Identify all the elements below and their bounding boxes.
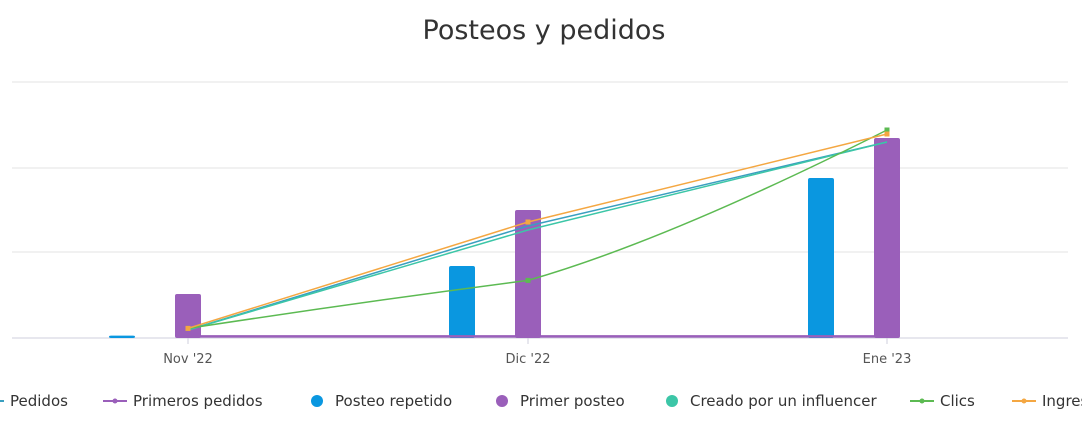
x-tick-label: Ene '23 [863, 352, 912, 367]
chart-title: Posteos y pedidos [423, 15, 666, 46]
legend-label: Clics [940, 392, 975, 410]
bar [515, 210, 541, 338]
legend-label: Ingres [1042, 392, 1082, 410]
series-line [187, 141, 888, 331]
legend-swatch-marker [919, 398, 925, 404]
series-point [525, 277, 531, 283]
legend-swatch [311, 395, 323, 407]
bar [449, 266, 475, 338]
bar [109, 335, 135, 338]
series-point [185, 325, 191, 331]
x-axis: Nov '22 Dic '22 Ene '23 [163, 338, 911, 367]
legend-swatch [666, 395, 678, 407]
legend-item[interactable]: Primeros pedidos [103, 392, 263, 410]
bar [808, 178, 834, 338]
legend-swatch [496, 395, 508, 407]
bar [874, 138, 900, 338]
series-point [525, 219, 531, 225]
legend-swatch-marker [112, 398, 118, 404]
legend-label: Pedidos [10, 392, 68, 410]
x-tick-label: Nov '22 [163, 352, 213, 367]
legend-item[interactable]: Creado por un influencer [666, 392, 877, 410]
legend-item[interactable]: Clics [910, 392, 975, 410]
series-line [187, 141, 888, 331]
legend-label: Posteo repetido [335, 392, 452, 410]
legend-item[interactable]: Ingres [1012, 392, 1082, 410]
legend-item[interactable]: Posteo repetido [311, 392, 452, 410]
legend-label: Primeros pedidos [133, 392, 263, 410]
x-tick-label: Dic '22 [505, 352, 550, 367]
series-point [884, 127, 890, 133]
legend-label: Creado por un influencer [690, 392, 877, 410]
bars [109, 138, 900, 338]
legend-item[interactable]: Primer posteo [496, 392, 625, 410]
lines [185, 127, 890, 338]
bar [175, 294, 201, 338]
legend-swatch-marker [1021, 398, 1027, 404]
legend-label: Primer posteo [520, 392, 625, 410]
series-point [884, 131, 890, 137]
legend-item[interactable]: Pedidos [0, 392, 68, 410]
legend: Pedidos Primeros pedidos Posteo repetido Pr… [0, 392, 1082, 410]
